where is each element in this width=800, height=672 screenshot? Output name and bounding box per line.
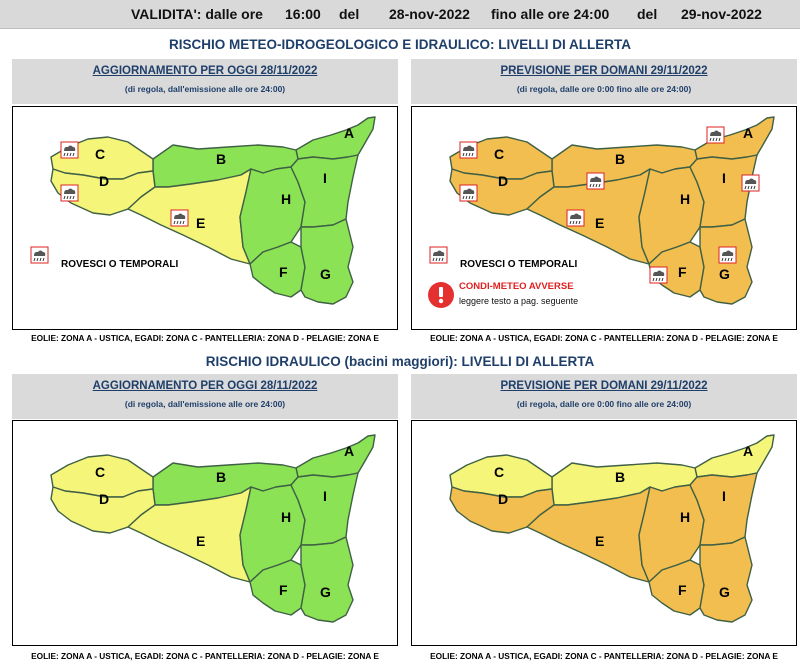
section-title-hydraulic: RISCHIO IDRAULICO (bacini maggiori): LIV… (205, 354, 595, 369)
panel-header: AGGIORNAMENTO PER OGGI 28/11/2022 (di re… (12, 374, 398, 419)
zone-label: D (99, 491, 109, 507)
zone-label: A (344, 443, 354, 459)
zone-label: C (494, 146, 504, 162)
zone-a-area (295, 434, 376, 478)
islands-caption: EOLIE: ZONA A - USTICA, EGADI: ZONA C - … (31, 333, 379, 343)
zone-g-area (300, 536, 354, 623)
zone-label: B (615, 151, 625, 167)
validity-to-date: 29-nov-2022 (681, 6, 762, 22)
thunderstorm-icon (706, 126, 725, 144)
zone-label: E (595, 215, 604, 231)
thunderstorm-icon (170, 209, 189, 227)
islands-caption: EOLIE: ZONA A - USTICA, EGADI: ZONA C - … (430, 651, 778, 661)
validity-label: VALIDITA': dalle ore (131, 6, 263, 22)
thunderstorm-icon (718, 246, 737, 264)
thunderstorm-icon (429, 246, 448, 264)
panel-subtitle: (di regola, dalle ore 0:00 fino alle ore… (516, 399, 692, 409)
islands-caption: EOLIE: ZONA A - USTICA, EGADI: ZONA C - … (430, 333, 778, 343)
thunderstorm-icon (459, 184, 478, 202)
validity-from-time: 16:00 (285, 6, 321, 22)
zone-label: G (320, 266, 331, 282)
zone-a-area (295, 116, 376, 160)
zone-label: E (196, 533, 205, 549)
panel-title: AGGIORNAMENTO PER OGGI 28/11/2022 (92, 380, 318, 392)
validity-del-1: del (339, 6, 360, 22)
thunderstorm-icon (459, 141, 478, 159)
validity-del-2: del (637, 6, 658, 22)
zone-label: I (323, 170, 327, 186)
zone-label: D (498, 491, 508, 507)
panel-header: PREVISIONE PER DOMANI 29/11/2022 (di reg… (411, 59, 797, 104)
zone-label: I (722, 170, 726, 186)
panel-subtitle: (di regola, dalle ore 0:00 fino alle ore… (516, 84, 692, 94)
warning-title: CONDI-METEO AVVERSE (459, 281, 574, 292)
thunderstorm-icon (586, 172, 605, 190)
zone-a-area (694, 434, 775, 478)
thunderstorm-icon (60, 184, 79, 202)
validity-from-date: 28-nov-2022 (389, 6, 470, 22)
zone-g-area (300, 218, 354, 305)
zone-label: A (743, 125, 753, 141)
panel-title: PREVISIONE PER DOMANI 29/11/2022 (500, 380, 708, 392)
zone-label: D (498, 173, 508, 189)
panel-title: AGGIORNAMENTO PER OGGI 28/11/2022 (92, 65, 318, 77)
zone-label: G (719, 266, 730, 282)
zone-label: H (680, 191, 690, 207)
section-title-meteo: RISCHIO METEO-IDROGEOLOGICO E IDRAULICO:… (169, 37, 631, 52)
zone-label: H (281, 191, 291, 207)
zone-label: C (494, 464, 504, 480)
zone-label: H (281, 509, 291, 525)
zone-label: G (320, 584, 331, 600)
zone-label: A (344, 125, 354, 141)
zone-label: B (216, 469, 226, 485)
thunderstorm-icon (30, 246, 49, 264)
thunderstorm-icon (566, 209, 585, 227)
zone-label: F (279, 582, 288, 598)
zone-label: B (216, 151, 226, 167)
warning-text: leggere testo a pag. seguente (459, 296, 579, 306)
legend-label: ROVESCI O TEMPORALI (61, 259, 179, 270)
zone-label: B (615, 469, 625, 485)
sicily-alert-map: A B CD E H I F G (50, 434, 376, 623)
zone-label: E (196, 215, 205, 231)
zone-label: C (95, 464, 105, 480)
zone-g-area (699, 536, 753, 623)
zone-label: E (595, 533, 604, 549)
zone-label: D (99, 173, 109, 189)
zone-label: F (678, 582, 687, 598)
thunderstorm-icon (60, 141, 79, 159)
thunderstorm-icon (741, 174, 760, 192)
panel-title: PREVISIONE PER DOMANI 29/11/2022 (500, 65, 708, 77)
validity-bar: VALIDITA': dalle ore 16:00 del 28-nov-20… (0, 0, 800, 29)
warning-icon (428, 282, 454, 308)
legend-label: ROVESCI O TEMPORALI (460, 259, 578, 270)
validity-until: fino alle ore 24:00 (491, 6, 610, 22)
zone-label: F (678, 264, 687, 280)
zone-label: F (279, 264, 288, 280)
zone-label: C (95, 146, 105, 162)
panel-subtitle: (di regola, dall'emissione alle ore 24:0… (124, 399, 286, 409)
thunderstorm-icon (649, 266, 668, 284)
panel-subtitle: (di regola, dall'emissione alle ore 24:0… (124, 84, 286, 94)
sicily-alert-map: A B CD E H I F G (428, 116, 775, 308)
islands-caption: EOLIE: ZONA A - USTICA, EGADI: ZONA C - … (31, 651, 379, 661)
zone-label: G (719, 584, 730, 600)
sicily-alert-map: A B CD E H I F G (30, 116, 376, 305)
sicily-alert-map: A B CD E H I F G (449, 434, 775, 623)
panel-header: PREVISIONE PER DOMANI 29/11/2022 (di reg… (411, 374, 797, 419)
panel-header: AGGIORNAMENTO PER OGGI 28/11/2022 (di re… (12, 59, 398, 104)
zone-label: H (680, 509, 690, 525)
zone-label: A (743, 443, 753, 459)
zone-label: I (323, 488, 327, 504)
zone-label: I (722, 488, 726, 504)
